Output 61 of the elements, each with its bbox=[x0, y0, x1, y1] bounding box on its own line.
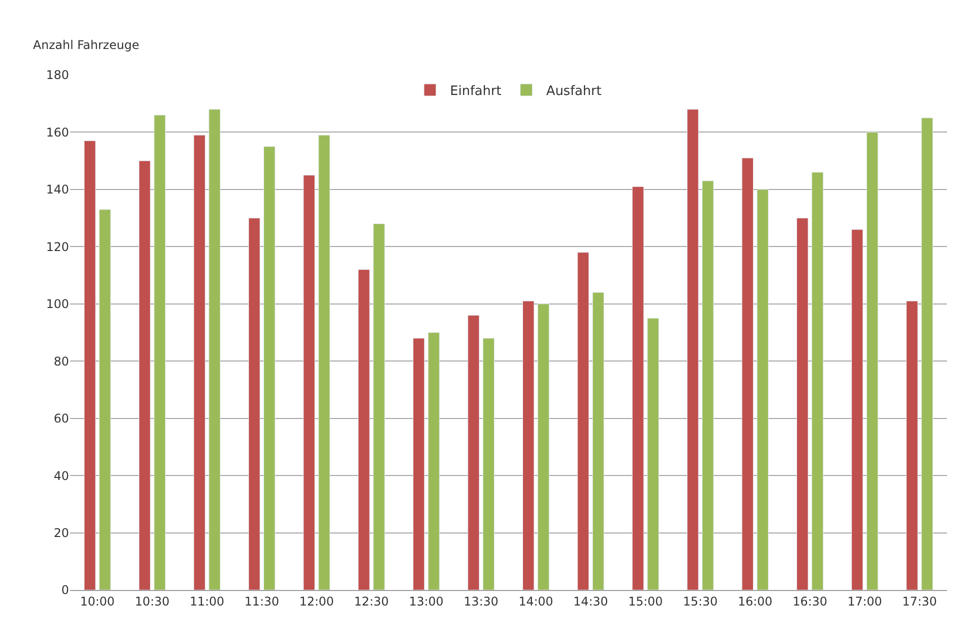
bar bbox=[318, 134, 330, 590]
bar bbox=[154, 114, 166, 590]
y-tick-label: 120 bbox=[46, 240, 69, 254]
legend-label: Einfahrt bbox=[450, 84, 502, 100]
bar bbox=[208, 109, 220, 590]
bar bbox=[303, 174, 316, 590]
x-tick-label: 15:30 bbox=[683, 594, 718, 608]
bar bbox=[866, 132, 878, 590]
x-tick-label: 12:00 bbox=[299, 594, 334, 608]
bar bbox=[686, 109, 699, 590]
x-tick-label: 13:00 bbox=[408, 594, 444, 608]
x-tick-label: 17:00 bbox=[847, 594, 882, 608]
bar bbox=[482, 338, 495, 590]
x-tick-label: 12:30 bbox=[354, 594, 389, 608]
bar bbox=[592, 292, 604, 590]
bar bbox=[538, 304, 550, 590]
bar bbox=[84, 140, 96, 590]
x-tick-label: 10:30 bbox=[134, 594, 170, 608]
bar bbox=[358, 269, 370, 590]
y-tick-label: 60 bbox=[54, 412, 69, 426]
y-tick-label: 160 bbox=[46, 125, 69, 140]
y-tick-label: 40 bbox=[54, 468, 69, 483]
x-tick-label: 14:00 bbox=[518, 594, 554, 608]
y-tick-label: 80 bbox=[54, 354, 69, 368]
bar bbox=[99, 209, 111, 590]
y-axis-title: Anzahl Fahrzeuge bbox=[33, 38, 140, 52]
x-tick-label: 14:30 bbox=[573, 594, 608, 608]
x-tick-label: 11:30 bbox=[244, 594, 280, 608]
y-tick-label: 140 bbox=[46, 182, 69, 197]
bar bbox=[248, 218, 260, 590]
y-tick-label: 100 bbox=[46, 297, 69, 312]
x-tick-label: 16:30 bbox=[792, 594, 828, 608]
x-tick-label: 11:00 bbox=[190, 594, 224, 608]
y-tick-label: 20 bbox=[54, 526, 69, 540]
y-tick-label: 0 bbox=[61, 583, 69, 598]
bar bbox=[263, 146, 276, 590]
bar bbox=[194, 134, 206, 590]
bar bbox=[702, 180, 714, 590]
bar bbox=[756, 189, 769, 590]
bar bbox=[522, 300, 534, 590]
bar bbox=[851, 229, 864, 590]
x-tick-label: 17:30 bbox=[902, 594, 937, 608]
bar bbox=[373, 224, 385, 590]
x-tick-label: 16:00 bbox=[738, 594, 772, 608]
bar bbox=[647, 318, 659, 590]
x-tick-label: 10:00 bbox=[80, 594, 115, 608]
bar bbox=[412, 338, 425, 590]
bar bbox=[921, 118, 934, 590]
bar bbox=[742, 158, 754, 590]
bar bbox=[577, 252, 590, 590]
bar bbox=[906, 300, 918, 590]
bar bbox=[138, 160, 151, 590]
bar bbox=[468, 315, 480, 590]
legend-label: Ausfahrt bbox=[546, 84, 602, 100]
y-tick-label: 180 bbox=[46, 68, 69, 82]
bar bbox=[632, 186, 644, 590]
x-tick-label: 15:00 bbox=[628, 594, 663, 608]
x-tick-label: 13:30 bbox=[464, 594, 498, 608]
bar bbox=[812, 172, 824, 590]
bar bbox=[796, 218, 808, 590]
bar bbox=[428, 332, 440, 590]
